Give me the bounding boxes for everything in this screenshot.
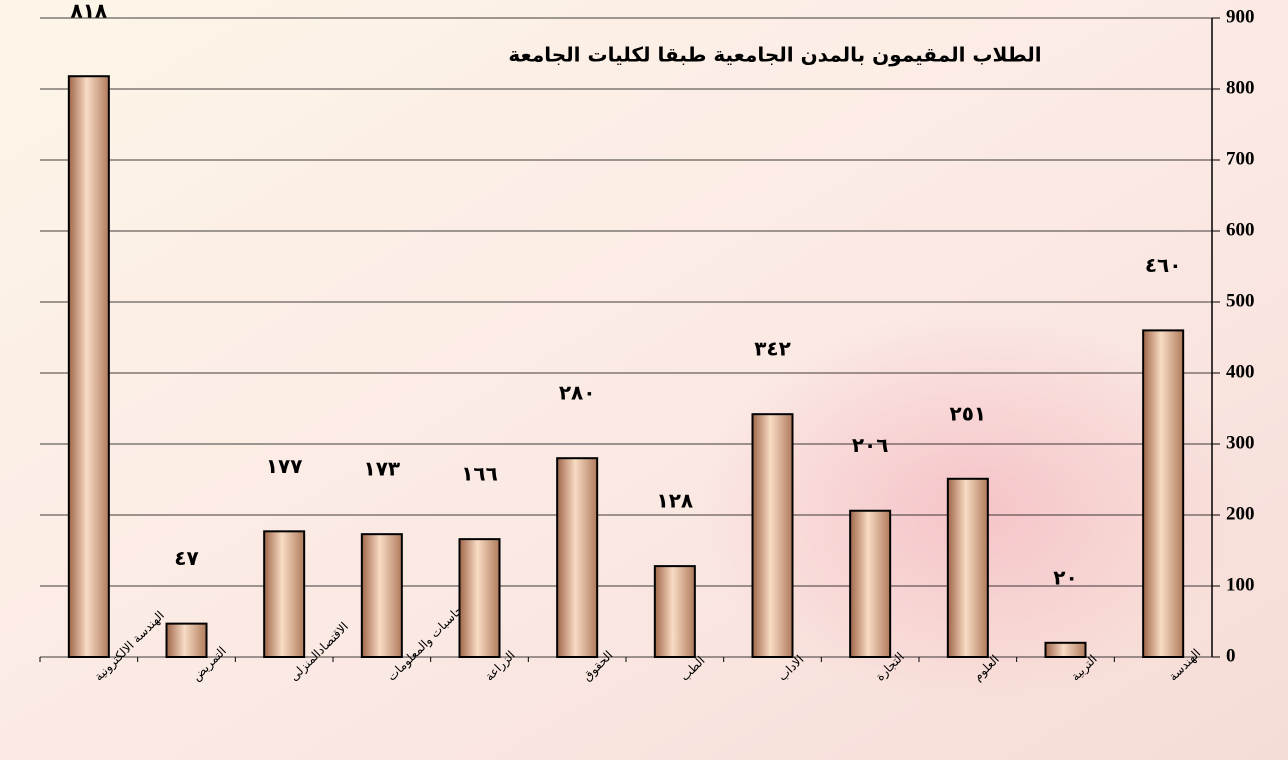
value-label: ١٢٨	[657, 489, 694, 513]
y-tick-label: 400	[1226, 361, 1255, 382]
value-label: ١٧٣	[364, 457, 401, 481]
value-label: ١٧٧	[266, 454, 303, 478]
bar	[460, 539, 500, 657]
value-label: ٢٨٠	[559, 381, 596, 405]
bar	[167, 624, 207, 657]
bar	[753, 414, 793, 657]
bar	[264, 531, 304, 657]
y-tick-label: 500	[1226, 290, 1255, 311]
value-label: ٤٦٠	[1145, 253, 1182, 277]
value-label: ١٦٦	[461, 462, 498, 486]
y-tick-label: 100	[1226, 574, 1255, 595]
y-tick-label: 300	[1226, 432, 1255, 453]
chart: الطلاب المقيمون بالمدن الجامعية طبقا لكل…	[0, 0, 1288, 760]
bar	[557, 458, 597, 657]
bar	[1046, 643, 1086, 657]
value-label: ٢٥١	[950, 401, 987, 425]
bar	[850, 511, 890, 657]
page: {"chart_data": {"type": "bar", "title": …	[0, 0, 1288, 760]
value-label: ٢٠٦	[852, 433, 889, 457]
bar	[655, 566, 695, 657]
value-label: ٣٤٢	[754, 337, 791, 361]
chart-title: الطلاب المقيمون بالمدن الجامعية طبقا لكل…	[508, 43, 1041, 67]
bar	[948, 479, 988, 657]
value-label: ٢٠	[1053, 565, 1077, 589]
y-tick-label: 200	[1226, 503, 1255, 524]
bar	[362, 534, 402, 657]
y-tick-label: 700	[1226, 148, 1255, 169]
value-label: ٤٧	[174, 546, 198, 570]
bar	[69, 76, 109, 657]
y-tick-label: 900	[1226, 6, 1255, 27]
value-label: ٨١٨	[71, 0, 108, 23]
y-tick-label: 600	[1226, 219, 1255, 240]
bar	[1143, 330, 1183, 657]
y-tick-label: 0	[1226, 645, 1236, 666]
y-tick-label: 800	[1226, 77, 1255, 98]
